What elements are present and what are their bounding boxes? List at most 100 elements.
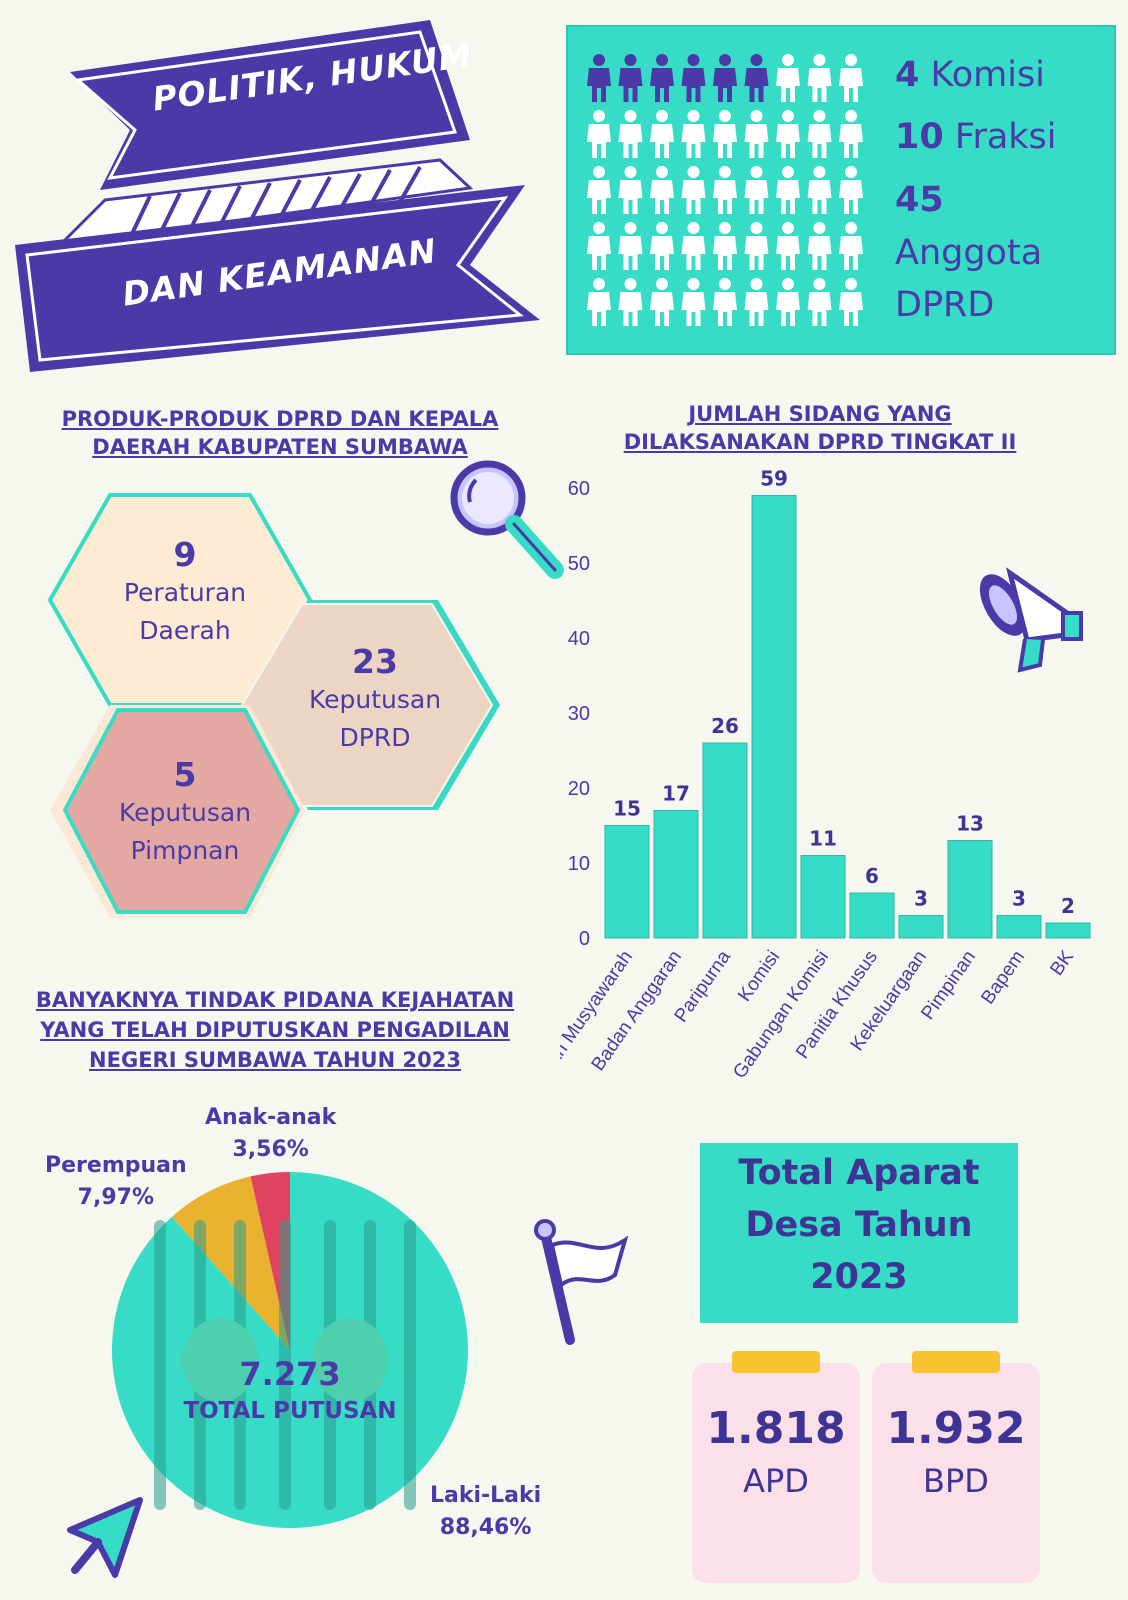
magnifier-icon xyxy=(450,460,564,579)
person-icon xyxy=(744,278,769,326)
aparat-title-line2: Desa Tahun xyxy=(745,1205,973,1245)
jail-bars-icon xyxy=(154,1220,416,1510)
person-icon xyxy=(650,222,674,270)
bar xyxy=(653,810,699,939)
bpd-label: BPD xyxy=(923,1462,989,1500)
fraksi-number: 10 xyxy=(895,117,944,157)
person-icon xyxy=(744,110,769,158)
sidang-title: JUMLAH SIDANG YANG DILAKSANAKAN DPRD TING… xyxy=(623,402,1017,454)
bar xyxy=(702,742,748,939)
bar xyxy=(751,495,797,939)
person-icon xyxy=(618,110,643,158)
person-icon xyxy=(744,166,769,214)
bar-value-label: 3 xyxy=(914,887,928,911)
person-icon xyxy=(618,54,643,102)
person-icon xyxy=(650,54,674,102)
person-icon xyxy=(776,222,800,270)
bar-value-label: 15 xyxy=(613,797,641,821)
pie-label-laki: Laki-Laki 88,46% xyxy=(430,1483,542,1540)
peraturan-label1: Peraturan xyxy=(123,578,247,607)
y-tick-label: 10 xyxy=(568,853,590,875)
anggota-label: Anggota xyxy=(895,233,1043,273)
pidana-title: BANYAKNYA TINDAK PIDANA KEJAHATAN YANG TE… xyxy=(35,988,515,1072)
dprd-label: DPRD xyxy=(895,285,995,325)
hex-keputusan-pimpinan: 5 Keputusan Pimpnan xyxy=(90,755,280,870)
x-tick-label: Komisi xyxy=(734,947,784,1006)
person-icon xyxy=(681,278,706,326)
bar-value-label: 11 xyxy=(809,827,837,851)
komisi-stat: 4 Komisi xyxy=(895,55,1045,95)
person-icon xyxy=(839,278,863,326)
person-icon xyxy=(776,278,800,326)
person-icon xyxy=(839,110,863,158)
bar-value-label: 59 xyxy=(760,470,788,491)
pie-slice xyxy=(172,1176,290,1350)
clip-icon xyxy=(732,1351,820,1373)
person-icon xyxy=(839,166,863,214)
fraksi-label: Fraksi xyxy=(954,117,1057,157)
person-icon xyxy=(587,278,611,326)
bar-value-label: 3 xyxy=(1012,887,1026,911)
x-tick-label: Badan Anggaran xyxy=(588,947,686,1075)
aparat-title-line1: Total Aparat xyxy=(738,1153,980,1193)
pie-center-label: TOTAL PUTUSAN xyxy=(183,1398,397,1424)
banner-ribbons xyxy=(15,20,540,372)
person-icon xyxy=(681,110,706,158)
keputusan-dprd-label2: DPRD xyxy=(339,723,411,752)
hex-peraturan-daerah: 9 Peraturan Daerah xyxy=(90,535,280,650)
bpd-card: 1.932 BPD xyxy=(872,1351,1040,1583)
person-icon xyxy=(587,166,611,214)
person-icon xyxy=(587,222,611,270)
bar-value-label: 17 xyxy=(662,782,690,806)
person-icon xyxy=(713,166,737,214)
cursor-icon xyxy=(67,1497,143,1578)
keputusan-pimpinan-label1: Keputusan xyxy=(118,798,252,827)
person-icon xyxy=(650,166,674,214)
person-icon xyxy=(744,222,769,270)
peraturan-number: 9 xyxy=(173,535,197,574)
bar xyxy=(1045,922,1091,939)
hex-keputusan-dprd: 23 Keputusan DPRD xyxy=(280,642,470,757)
y-tick-label: 50 xyxy=(568,553,590,575)
person-icon xyxy=(713,110,737,158)
person-icon xyxy=(618,278,643,326)
bar xyxy=(849,892,895,939)
pie-label-anak: Anak-anak 3,56% xyxy=(205,1105,337,1162)
aparat-title-box: Total Aparat Desa Tahun 2023 xyxy=(700,1143,1018,1323)
bpd-number: 1.932 xyxy=(886,1403,1026,1454)
person-icon xyxy=(713,222,737,270)
megaphone-icon xyxy=(979,567,1083,673)
person-icon xyxy=(839,222,863,270)
person-icon xyxy=(807,278,832,326)
bar-value-label: 2 xyxy=(1061,894,1075,918)
peraturan-label2: Daerah xyxy=(139,616,231,645)
bar xyxy=(800,855,846,939)
bar xyxy=(604,825,650,939)
person-icon xyxy=(776,54,800,102)
bar xyxy=(898,915,944,939)
x-tick-label: BK xyxy=(1046,947,1078,980)
y-tick-label: 60 xyxy=(568,478,590,500)
y-tick-label: 0 xyxy=(579,928,590,950)
pie-center-value: 7.273 xyxy=(239,1355,341,1393)
komisi-label: Komisi xyxy=(930,55,1045,95)
keputusan-pimpinan-label2: Pimpnan xyxy=(130,836,240,865)
person-icon-grid xyxy=(587,54,863,326)
person-icon xyxy=(744,54,769,102)
produk-title: PRODUK-PRODUK DPRD DAN KEPALA DAERAH KABU… xyxy=(61,407,499,459)
bar-value-label: 6 xyxy=(865,864,879,888)
pie-label-perempuan: Perempuan 7,97% xyxy=(45,1153,187,1210)
person-icon xyxy=(618,222,643,270)
clip-icon xyxy=(912,1351,1000,1373)
bar-value-label: 13 xyxy=(956,812,984,836)
fraksi-stat: 10 Fraksi xyxy=(895,117,1057,157)
person-icon xyxy=(650,278,674,326)
keputusan-dprd-label1: Keputusan xyxy=(308,685,442,714)
person-icon xyxy=(776,166,800,214)
komisi-number: 4 xyxy=(895,55,920,95)
person-icon xyxy=(807,166,832,214)
apd-card: 1.818 APD xyxy=(692,1351,860,1583)
person-icon xyxy=(776,110,800,158)
apd-label: APD xyxy=(743,1462,809,1500)
